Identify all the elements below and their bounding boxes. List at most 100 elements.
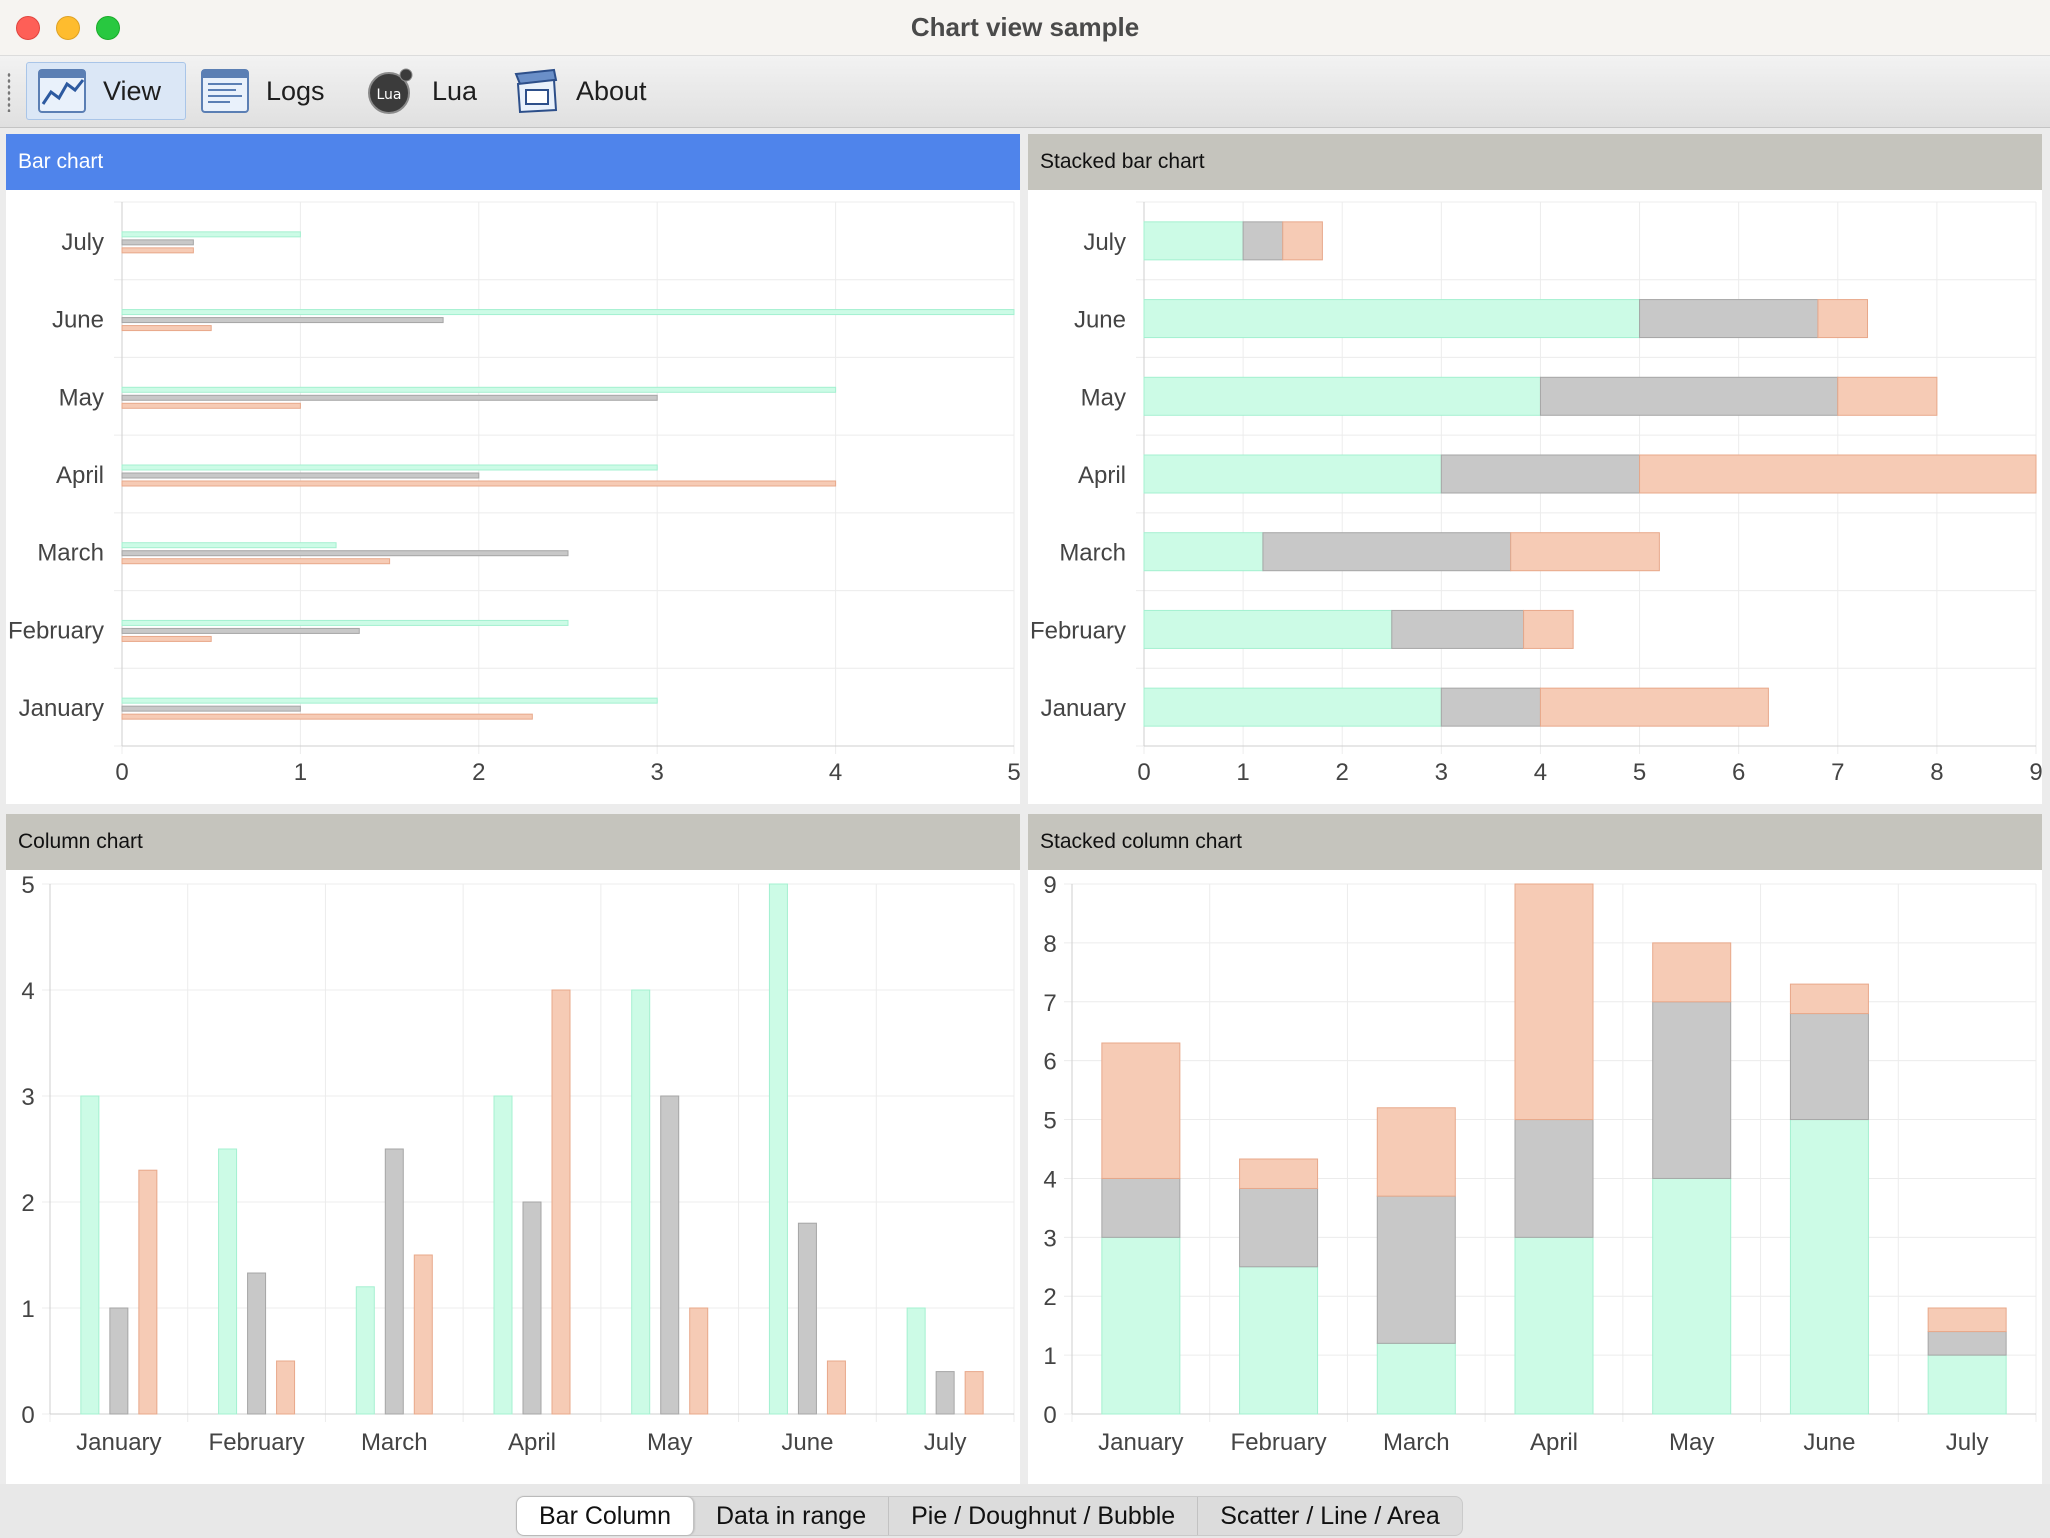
column [109, 1307, 129, 1415]
column [413, 1254, 433, 1415]
y-tick-label: April [56, 462, 104, 489]
minimize-window-button[interactable] [56, 16, 80, 40]
x-tick-label: February [209, 1429, 305, 1456]
y-tick-label: 3 [1043, 1225, 1056, 1252]
maximize-window-button[interactable] [96, 16, 120, 40]
stacked-column-chart-panel[interactable]: Stacked column chart 0 1 2 3 4 5 6 7 8 9 January Fe… [1028, 814, 2042, 1484]
column [797, 1222, 817, 1415]
bar-chart: 0 1 2 3 4 5 January February March April May June Ju… [8, 201, 1020, 786]
x-tick-label: 0 [115, 759, 128, 786]
bar [121, 619, 569, 626]
y-tick-label: 0 [1043, 1402, 1056, 1429]
column-segment [1652, 1177, 1732, 1415]
bar [121, 247, 194, 254]
bar-segment [1143, 299, 1641, 339]
column-segment [1101, 1177, 1181, 1238]
bar-segment [1539, 687, 1769, 727]
column [276, 1360, 296, 1415]
y-tick-label: June [52, 307, 104, 334]
tab-bar-column[interactable]: Bar Column [517, 1497, 694, 1535]
stacked-column-chart-header: Stacked column chart [1028, 814, 2042, 870]
y-tick-label: March [1059, 540, 1126, 567]
toolbar-logs-label: Logs [266, 75, 325, 106]
column-segment [1789, 983, 1869, 1015]
about-icon [514, 68, 558, 114]
tab-scatter-line-area[interactable]: Scatter / Line / Area [1220, 1502, 1440, 1530]
stacked-column-chart: 0 1 2 3 4 5 6 7 8 9 January February March April May Ju… [1043, 872, 2037, 1456]
window-title: Chart view sample [910, 12, 1140, 42]
y-tick-label: 4 [1043, 1166, 1056, 1193]
bar [121, 550, 569, 557]
column-chart-panel[interactable]: Column chart 0 1 2 3 4 5 January February March A… [6, 814, 1020, 1484]
toolbar-logs-button[interactable]: Logs [190, 62, 335, 120]
column-segment [1927, 1354, 2007, 1415]
y-tick-label: 1 [21, 1296, 34, 1323]
bar-segment [1440, 687, 1541, 727]
x-tick-label: 8 [1930, 759, 1943, 786]
toolbar-view-button[interactable]: View [26, 62, 186, 120]
y-tick-label: March [37, 540, 104, 567]
x-tick-label: 0 [1137, 759, 1150, 786]
y-tick-label: January [19, 695, 104, 722]
x-tick-label: 3 [651, 759, 664, 786]
x-tick-label: 5 [1633, 759, 1646, 786]
bar-segment [1143, 609, 1393, 649]
stacked-bar-chart-header: Stacked bar chart [1028, 134, 2042, 190]
x-tick-label: March [1383, 1429, 1450, 1456]
toolbar: View Logs Lua Lua About [0, 56, 2050, 128]
x-tick-label: March [361, 1429, 428, 1456]
column [631, 989, 651, 1415]
x-tick-label: June [781, 1429, 833, 1456]
column [935, 1371, 955, 1415]
bar-segment [1639, 454, 2037, 494]
y-tick-label: 5 [1043, 1108, 1056, 1135]
svg-text:Lua: Lua [376, 87, 401, 103]
bar-segment [1523, 609, 1574, 649]
column-segment [1927, 1331, 2007, 1356]
bar-segment [1817, 299, 1869, 339]
x-tick-label: 2 [1336, 759, 1349, 786]
column-segment [1239, 1266, 1319, 1415]
column [906, 1307, 926, 1415]
close-window-button[interactable] [16, 16, 40, 40]
bar-segment [1391, 609, 1525, 649]
bar-chart-panel[interactable]: Bar chart 0 1 2 3 4 5 January February March Apri… [6, 134, 1020, 804]
column-segment [1376, 1342, 1456, 1415]
y-tick-label: January [1041, 695, 1126, 722]
x-tick-label: 1 [1236, 759, 1249, 786]
column-chart: 0 1 2 3 4 5 January February March April May June Ju… [21, 872, 1015, 1456]
bar-segment [1143, 687, 1442, 727]
column [964, 1371, 984, 1415]
x-tick-label: 9 [2029, 759, 2042, 786]
stacked-bar-chart-panel[interactable]: Stacked bar chart 0 1 2 3 4 5 6 7 8 9 January Febru… [1028, 134, 2042, 804]
bar-segment [1262, 532, 1512, 572]
x-tick-label: 6 [1732, 759, 1745, 786]
column [355, 1286, 375, 1415]
column-segment [1514, 1119, 1594, 1238]
toolbar-view-label: View [103, 75, 162, 106]
toolbar-about-button[interactable]: About [500, 62, 657, 120]
bar-segment [1143, 532, 1264, 572]
y-tick-label: April [1078, 462, 1126, 489]
x-tick-label: 7 [1831, 759, 1844, 786]
stacked-bar-chart: 0 1 2 3 4 5 6 7 8 9 January February March April May Ju… [1030, 201, 2042, 786]
y-tick-label: 2 [1043, 1284, 1056, 1311]
x-tick-label: July [1946, 1429, 1989, 1456]
y-tick-label: May [59, 384, 104, 411]
tab-data-in-range[interactable]: Data in range [694, 1497, 890, 1535]
y-tick-label: 3 [21, 1084, 34, 1111]
title-bar: Chart view sample [0, 0, 2050, 56]
y-tick-label: July [61, 229, 104, 256]
bar-segment [1837, 376, 1938, 416]
column [80, 1095, 100, 1415]
bar [121, 231, 301, 238]
bar-segment [1510, 532, 1660, 572]
x-tick-label: May [1669, 1429, 1714, 1456]
toolbar-grip-handle[interactable] [7, 72, 11, 112]
column [689, 1307, 709, 1415]
y-tick-label: July [1083, 229, 1126, 256]
tab-pie-doughnut-bubble[interactable]: Pie / Doughnut / Bubble [889, 1497, 1199, 1535]
x-tick-label: 4 [1534, 759, 1547, 786]
bar [121, 713, 533, 720]
toolbar-lua-button[interactable]: Lua Lua [356, 62, 487, 120]
